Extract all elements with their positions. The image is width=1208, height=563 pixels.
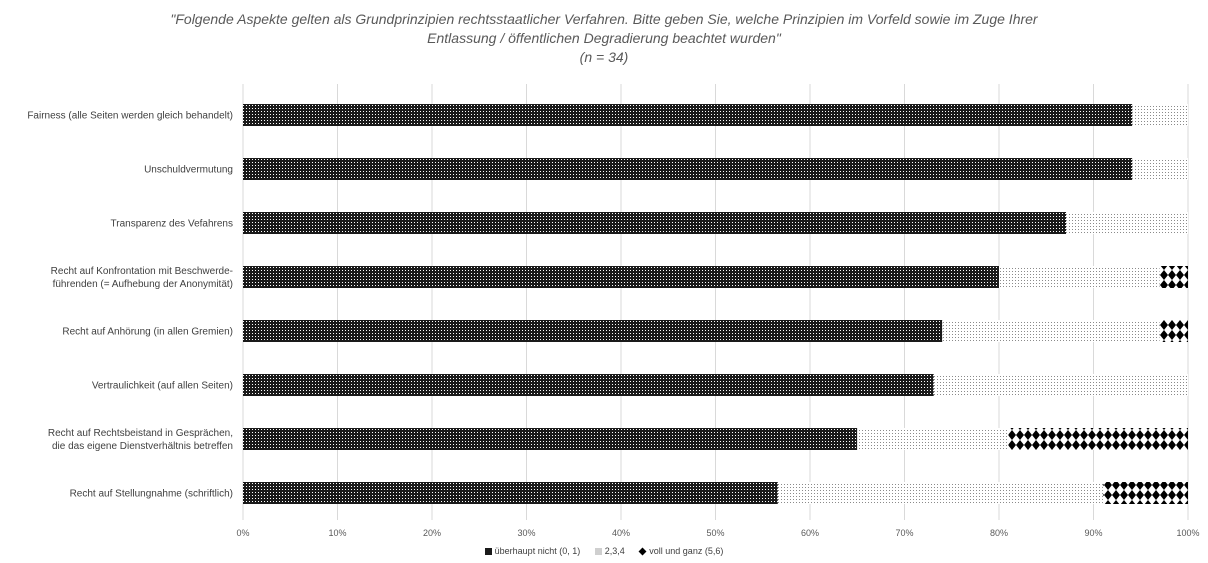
chart-title: "Folgende Aspekte gelten als Grundprinzi… [0,10,1208,67]
bar-segment-series-2 [942,320,1160,342]
bar-segment-series-1 [243,158,1133,180]
category-label: Recht auf Rechtsbeistand in Gesprächen, [48,428,233,439]
bar-segment-series-2 [933,374,1188,396]
bar-segment-series-1 [243,482,778,504]
legend-item-series-3: voll und ganz (5,6) [638,546,724,556]
category-label: Recht auf Anhörung (in allen Gremien) [62,327,233,338]
x-tick-label: 80% [990,528,1008,538]
x-tick-label: 10% [328,528,346,538]
category-label: Recht auf Stellungnahme (schriftlich) [70,489,233,500]
category-labels: Fairness (alle Seiten werden gleich beha… [27,111,233,500]
legend-label-series-1: überhaupt nicht (0, 1) [494,546,581,556]
x-tick-label: 40% [612,528,630,538]
bar-segment-series-3 [1159,320,1188,342]
legend-swatch-series-3 [638,547,647,555]
bar-segment-series-1 [243,266,999,288]
bar-segment-series-1 [243,212,1067,234]
category-label: Unschuldvermutung [144,165,233,176]
stacked-bar-chart: Fairness (alle Seiten werden gleich beha… [27,84,1200,538]
legend-label-series-2: 2,3,4 [604,546,625,556]
legend-item-series-2: 2,3,4 [594,546,625,556]
category-label: Recht auf Konfrontation mit Beschwerde- [51,266,233,277]
bar-segment-series-1 [243,428,858,450]
gridlines [242,84,1189,520]
bar-segment-series-1 [243,374,934,396]
x-tick-label: 0% [236,528,249,538]
x-tick-label: 70% [895,528,913,538]
legend-label-series-3: voll und ganz (5,6) [649,546,724,556]
chart-title-line-3: (n = 34) [579,49,629,65]
x-tick-label: 20% [423,528,441,538]
bar-segment-series-2 [857,428,1009,450]
legend-swatch-series-1 [484,547,492,555]
chart-title-line-2: Entlassung / öffentlichen Degradierung b… [427,30,781,46]
category-label: Fairness (alle Seiten werden gleich beha… [27,111,233,122]
chart-title-line-1: "Folgende Aspekte gelten als Grundprinzi… [170,11,1038,27]
legend: überhaupt nicht (0, 1) 2,3,4 voll und ga… [0,546,1208,557]
bar-segment-series-2 [777,482,1103,504]
bar-segment-series-1 [243,320,943,342]
bar-segment-series-2 [1132,158,1188,180]
bar-segment-series-3 [1102,482,1188,504]
bar-segment-series-2 [999,266,1160,288]
category-label: Vertraulichkeit (auf allen Seiten) [92,381,233,392]
bar-segment-series-2 [1132,104,1188,126]
bar-segment-series-3 [1159,266,1188,288]
x-tick-label: 30% [517,528,535,538]
bars [243,104,1188,504]
bar-segment-series-2 [1066,212,1188,234]
bar-segment-series-1 [243,104,1133,126]
category-label: die das eigene Dienstverhältnis betreffe… [52,441,233,452]
x-axis-ticks: 0% 10% 20% 30% 40% 50% 60% 70% 80% 90% 100% [236,528,1199,538]
x-tick-label: 50% [706,528,724,538]
x-tick-label: 90% [1084,528,1102,538]
bar-segment-series-3 [1008,428,1188,450]
category-label: führenden (= Aufhebung der Anonymität) [53,279,233,290]
x-tick-label: 100% [1176,528,1199,538]
x-tick-label: 60% [801,528,819,538]
legend-item-series-1: überhaupt nicht (0, 1) [484,546,581,556]
legend-swatch-series-2 [594,547,602,555]
category-label: Transparenz des Vefahrens [111,219,233,230]
